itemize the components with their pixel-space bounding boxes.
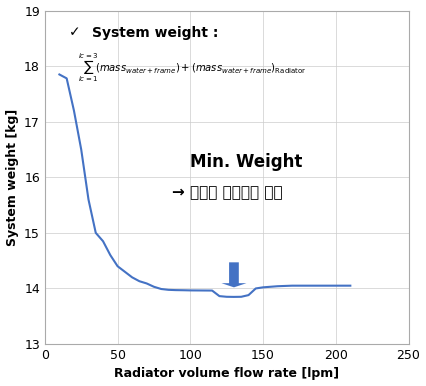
Text: → 시스템 설계조건 반영: → 시스템 설계조건 반영 <box>172 185 283 200</box>
Text: Min. Weight: Min. Weight <box>190 153 303 171</box>
Text: System weight :: System weight : <box>92 25 219 39</box>
Y-axis label: System weight [kg]: System weight [kg] <box>6 109 19 246</box>
X-axis label: Radiator volume flow rate [lpm]: Radiator volume flow rate [lpm] <box>114 367 339 381</box>
Text: $\sum_{ic=1}^{ic=3}\!(\mathit{mass}_{water+frame})+(\mathit{mass}_{water+frame}): $\sum_{ic=1}^{ic=3}\!(\mathit{mass}_{wat… <box>78 51 306 84</box>
Text: ✓: ✓ <box>69 25 80 39</box>
